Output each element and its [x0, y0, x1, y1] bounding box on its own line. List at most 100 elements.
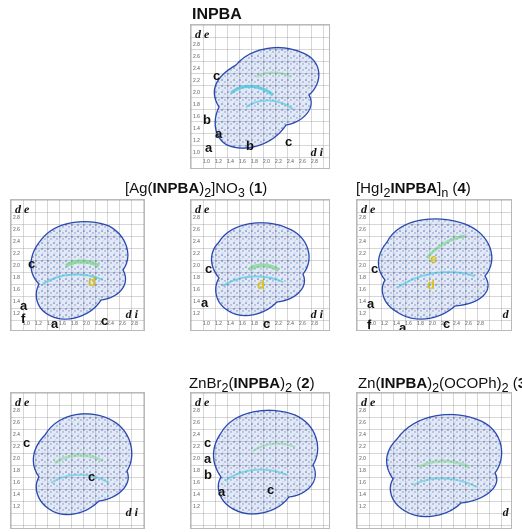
tick-y-1-0: 1.0	[193, 150, 200, 156]
tick-y-1-6: 1.6	[193, 287, 200, 293]
tick-x-1-0: 1.0	[203, 321, 210, 327]
fingerprint-map	[30, 220, 129, 320]
tick-y-1-8: 1.8	[359, 275, 366, 281]
tick-x-2-2: 2.2	[95, 321, 102, 327]
label-c: c	[204, 435, 212, 450]
tick-x-1-0: 1.0	[23, 321, 30, 327]
tick-y-2-4: 2.4	[359, 432, 366, 438]
tick-y-2-6: 2.6	[193, 420, 200, 426]
tick-x-1-2: 1.2	[215, 321, 222, 327]
tick-y-2-0: 2.0	[359, 456, 366, 462]
tick-x-1-6: 1.6	[239, 321, 246, 327]
tick-y-1-4: 1.4	[359, 299, 366, 305]
title-inpba: INPBA	[192, 6, 242, 23]
axis-x-label-truncated: d i	[502, 307, 511, 321]
title-hg-inpba: [HgI2INPBA]n (4)	[356, 181, 471, 200]
tick-y-2-8: 2.8	[359, 408, 366, 414]
label-c-2: c	[285, 134, 293, 149]
tick-y-2-0: 2.0	[193, 263, 200, 269]
tick-y-2-6: 2.6	[13, 420, 20, 426]
title-ag-text: [Ag(INPBA)2]NO3 (1)	[125, 180, 268, 200]
label-a: a	[367, 296, 375, 311]
label-a-2: a	[399, 320, 407, 331]
tick-y-1-4: 1.4	[359, 492, 366, 498]
tick-y-1-4: 1.4	[193, 492, 200, 498]
tick-x-1-8: 1.8	[417, 321, 424, 327]
tick-y-2-6: 2.6	[359, 420, 366, 426]
label-d: d	[88, 274, 96, 289]
label-c: c	[28, 256, 36, 271]
tick-x-2-0: 2.0	[429, 321, 436, 327]
tick-y-2-8: 2.8	[193, 42, 200, 48]
title-znbr-text: ZnBr2(INPBA)2 (2)	[189, 375, 315, 395]
label-f: f	[367, 317, 372, 331]
label-c-2: c	[101, 313, 109, 328]
tick-x-2-2: 2.2	[441, 321, 448, 327]
label-a-2: a	[218, 484, 226, 499]
axis-x-label: d i	[125, 505, 138, 519]
tick-y-2-6: 2.6	[359, 227, 366, 233]
axis-x-label-truncated: d i	[502, 505, 511, 519]
tick-y-1-6: 1.6	[13, 480, 20, 486]
tick-y-1-2: 1.2	[193, 138, 200, 144]
plot-hg-right: d e 2.8 2.6 2.4 2.2 2.0 1.8 1.6 1.4 1.2 …	[356, 199, 512, 331]
tick-y-2-8: 2.8	[359, 215, 366, 221]
tick-y-2-2: 2.2	[359, 444, 366, 450]
fingerprint-map	[377, 218, 493, 320]
tick-y-2-0: 2.0	[193, 456, 200, 462]
tick-y-2-0: 2.0	[359, 263, 366, 269]
tick-x-1-2: 1.2	[35, 321, 42, 327]
axis-y-label: d e	[195, 395, 210, 409]
tick-y-1-8: 1.8	[193, 102, 200, 108]
tick-y-1-8: 1.8	[359, 468, 366, 474]
tick-x-1-0: 1.0	[369, 321, 376, 327]
tick-y-2-6: 2.6	[193, 54, 200, 60]
fingerprint-map	[212, 409, 319, 515]
plot-zn-right: d e 2.8 2.6 2.4 2.2 2.0 1.8 1.6 1.4 1.2 …	[356, 392, 512, 529]
tick-x-1-4: 1.4	[227, 321, 234, 327]
tick-x-1-0: 1.0	[203, 159, 210, 165]
tick-x-1-6: 1.6	[239, 159, 246, 165]
label-c-2: c	[267, 482, 275, 497]
tick-x-2-0: 2.0	[263, 159, 270, 165]
title-ag-inpba: [Ag(INPBA)2]NO3 (1)	[125, 181, 267, 200]
tick-x-1-6: 1.6	[59, 321, 66, 327]
tick-x-1-2: 1.2	[215, 159, 222, 165]
tick-y-2-4: 2.4	[13, 432, 20, 438]
tick-y-1-4: 1.4	[13, 299, 20, 305]
label-e: e	[430, 251, 438, 266]
axis-x-label: d i	[125, 307, 138, 321]
tick-y-1-6: 1.6	[13, 287, 20, 293]
tick-x-2-4: 2.4	[287, 321, 294, 327]
title-zn-text: Zn(INPBA)2(OCOPh)2 (3)	[358, 375, 522, 395]
tick-y-1-4: 1.4	[193, 126, 200, 132]
title-hg-text: [HgI2INPBA]n (4)	[356, 180, 471, 200]
tick-y-1-8: 1.8	[193, 275, 200, 281]
tick-x-2-6: 2.6	[299, 321, 306, 327]
tick-y-2-2: 2.2	[193, 251, 200, 257]
tick-y-1-2: 1.2	[359, 504, 366, 510]
label-c-2: c	[88, 469, 96, 484]
tick-y-2-2: 2.2	[13, 251, 20, 257]
fingerprint-map	[32, 413, 133, 516]
tick-y-1-2: 1.2	[13, 311, 20, 317]
tick-x-2-2: 2.2	[275, 159, 282, 165]
tick-y-2-4: 2.4	[193, 432, 200, 438]
title-zn-inpba: Zn(INPBA)2(OCOPh)2 (3)	[358, 376, 522, 395]
fingerprint-map	[213, 47, 320, 149]
label-a: a	[204, 451, 212, 466]
axis-x-label: d i	[310, 145, 323, 159]
tick-x-2-6: 2.6	[465, 321, 472, 327]
label-d: d	[257, 277, 265, 292]
label-c: c	[213, 68, 221, 83]
tick-y-2-4: 2.4	[13, 239, 20, 245]
tick-y-1-2: 1.2	[13, 504, 20, 510]
tick-x-2-8: 2.8	[131, 321, 138, 327]
tick-x-2-8: 2.8	[477, 321, 484, 327]
tick-y-2-8: 2.8	[193, 215, 200, 221]
tick-y-1-2: 1.2	[193, 311, 200, 317]
tick-y-2-2: 2.2	[359, 251, 366, 257]
title-znbr-inpba: ZnBr2(INPBA)2 (2)	[189, 376, 315, 395]
tick-y-1-6: 1.6	[359, 287, 366, 293]
